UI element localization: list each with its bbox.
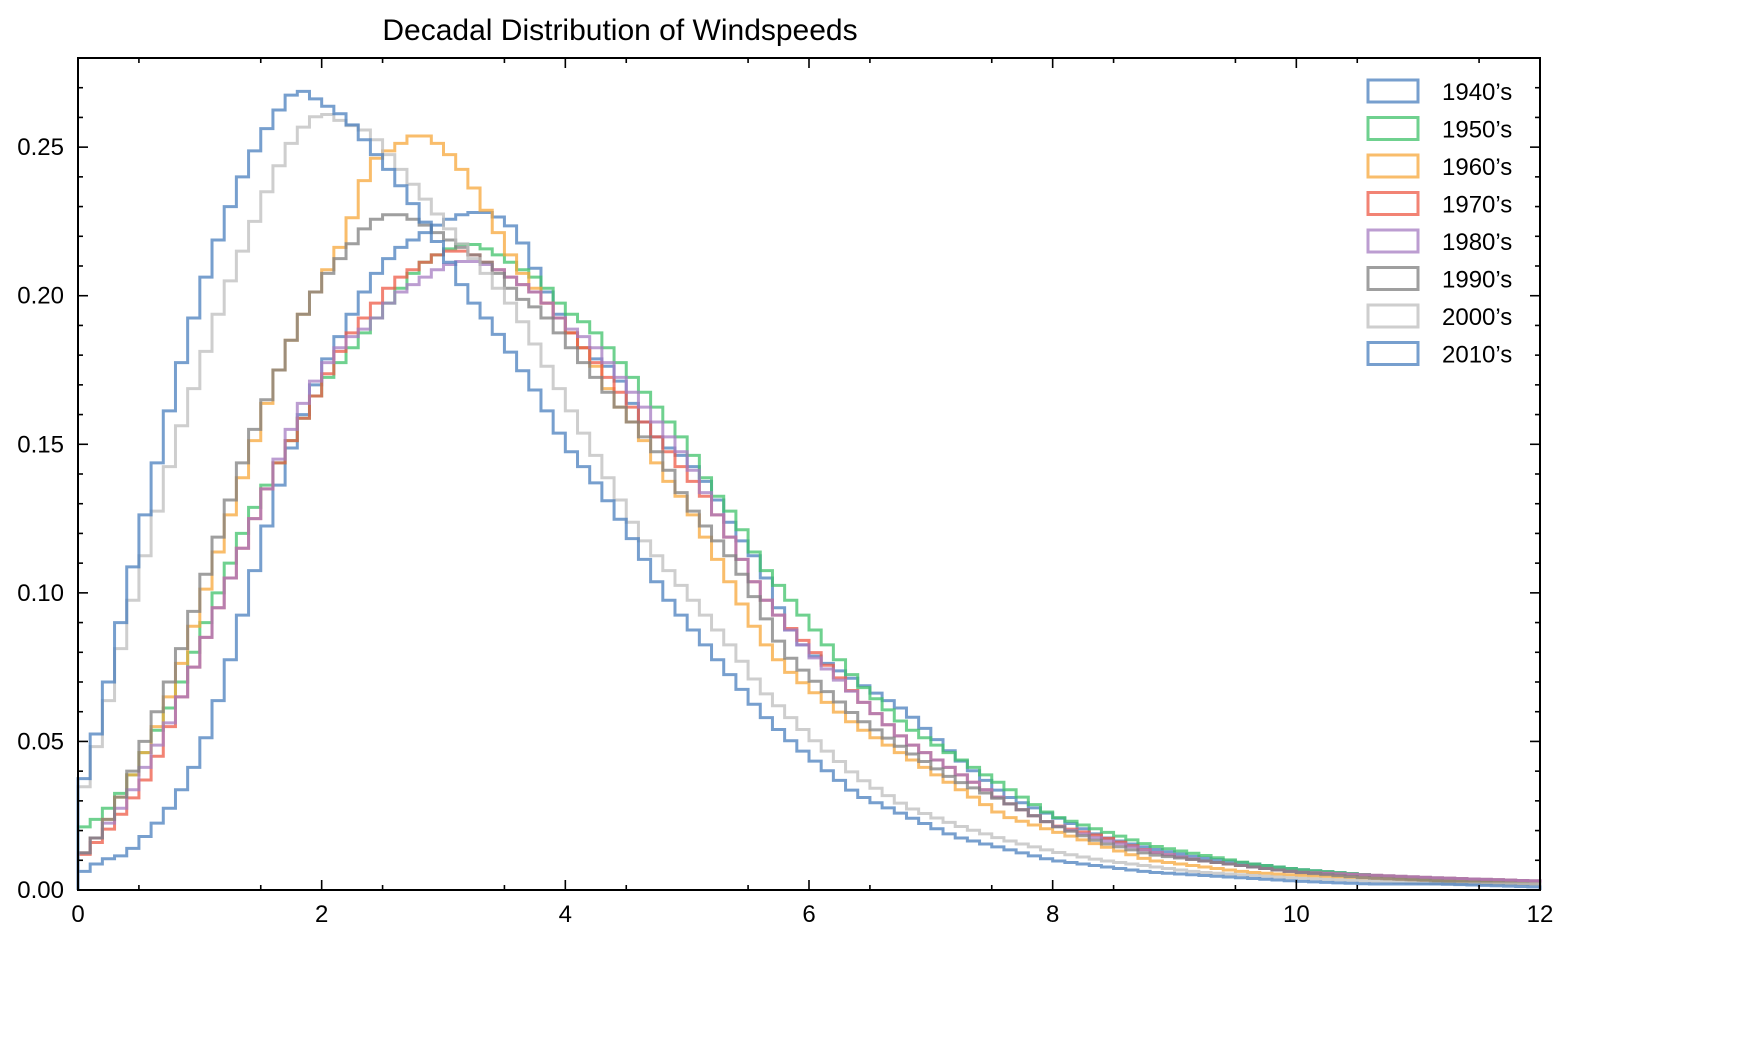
chart-title: Decadal Distribution of Windspeeds xyxy=(382,14,857,47)
x-tick-label: 2 xyxy=(315,901,328,928)
legend-swatch xyxy=(1366,266,1420,291)
legend-swatch xyxy=(1366,78,1420,104)
axis-tick-labels: 0 2 4 6 8 10 12 0.00 0.05 0.10 0.15 0.20 0.25 xyxy=(17,134,1553,928)
x-tick-label: 10 xyxy=(1283,901,1310,928)
y-tick-label: 0.25 xyxy=(17,134,64,161)
legend-label: 2010’s xyxy=(1442,342,1512,369)
series-line-7 xyxy=(76,89,1542,890)
x-tick-label: 12 xyxy=(1527,901,1554,928)
series-line-6 xyxy=(76,112,1542,890)
x-tick-label: 6 xyxy=(802,901,815,928)
legend-label: 1940’s xyxy=(1442,79,1512,106)
legend: 1940’s 1950’s 1960’s 1970’s 1980’s 1990’s 2000… xyxy=(1366,78,1512,369)
series-line-5 xyxy=(76,213,1542,890)
legend-swatch xyxy=(1366,116,1420,141)
axis-ticks xyxy=(77,58,1541,891)
x-tick-label: 4 xyxy=(559,901,572,928)
x-tick-label: 0 xyxy=(71,901,84,928)
x-tick-label: 8 xyxy=(1046,901,1059,928)
y-tick-label: 0.10 xyxy=(17,580,64,607)
legend-label: 2000’s xyxy=(1442,304,1512,331)
legend-swatch xyxy=(1366,228,1420,254)
legend-swatch xyxy=(1366,341,1420,366)
y-tick-label: 0.20 xyxy=(17,283,64,310)
legend-label: 1970’s xyxy=(1442,192,1512,219)
legend-swatch xyxy=(1366,153,1420,179)
plot-frame xyxy=(77,57,1541,891)
series-line-2 xyxy=(76,134,1542,890)
legend-label: 1980’s xyxy=(1442,229,1512,256)
legend-swatch xyxy=(1366,303,1420,329)
series-line-4 xyxy=(76,260,1542,890)
y-tick-label: 0.15 xyxy=(17,431,64,458)
y-tick-label: 0.05 xyxy=(17,728,64,755)
y-tick-label: 0.00 xyxy=(17,877,64,904)
legend-label: 1950’s xyxy=(1442,117,1512,144)
legend-swatch xyxy=(1366,191,1420,216)
legend-label: 1990’s xyxy=(1442,267,1512,294)
legend-label: 1960’s xyxy=(1442,154,1512,181)
series-line-3 xyxy=(76,249,1542,890)
series-layer xyxy=(76,89,1542,890)
